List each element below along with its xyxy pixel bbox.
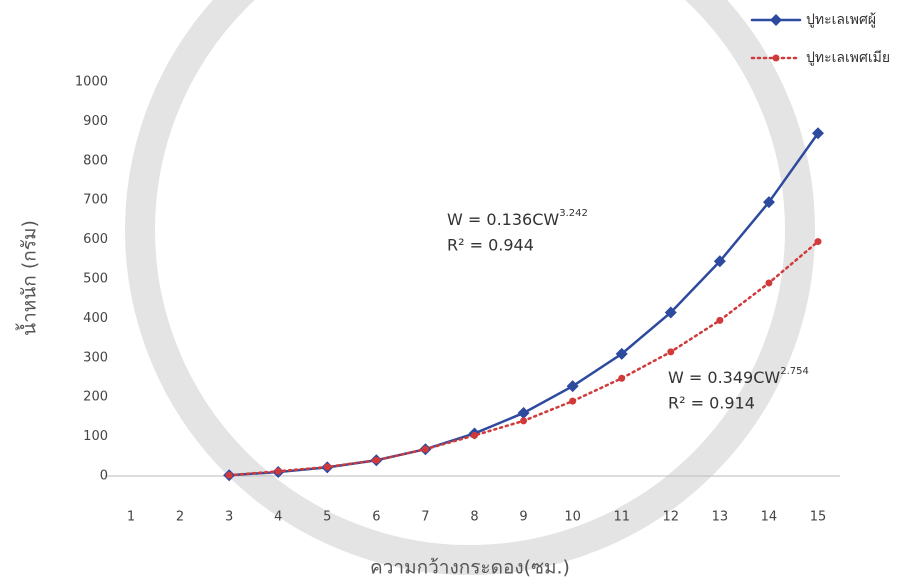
y-tick-label: 400 — [83, 311, 108, 326]
equation-exponent: 2.754 — [780, 366, 809, 377]
point — [323, 463, 331, 471]
y-tick-label: 0 — [100, 469, 108, 484]
point — [225, 471, 233, 479]
y-tick-label: 500 — [83, 272, 108, 287]
x-tick-label: 4 — [274, 510, 282, 525]
y-tick-label: 300 — [83, 350, 108, 365]
y-tick-label: 700 — [83, 193, 108, 208]
point — [517, 406, 530, 419]
point — [664, 306, 677, 319]
point — [372, 456, 380, 464]
point — [765, 279, 773, 287]
legend-marker — [772, 54, 780, 62]
point — [520, 417, 528, 425]
legend-label: ปูทะเลเพศผู้ — [806, 12, 876, 28]
point — [274, 467, 282, 475]
x-tick-label: 9 — [519, 510, 527, 525]
r-squared: R² = 0.944 — [447, 236, 534, 255]
y-tick-label: 800 — [83, 153, 108, 168]
x-tick-label: 2 — [176, 510, 184, 525]
y-tick-label: 1000 — [75, 75, 108, 90]
x-tick-label: 6 — [372, 510, 380, 525]
y-tick-label: 200 — [83, 390, 108, 405]
equation-text: W = 0.349CW — [668, 368, 780, 387]
equation: W = 0.349CW2.754 — [668, 366, 809, 387]
y-tick-label: 100 — [83, 429, 108, 444]
point — [566, 380, 579, 393]
legend-label: ปูทะเลเพศเมีย — [806, 50, 890, 66]
point — [812, 127, 824, 140]
r-squared: R² = 0.914 — [668, 394, 755, 413]
point — [667, 348, 675, 356]
x-tick-label: 11 — [613, 510, 630, 525]
point — [762, 196, 775, 209]
x-tick-label: 13 — [712, 510, 729, 525]
x-tick-label: 14 — [761, 510, 778, 525]
point — [569, 397, 577, 405]
point — [814, 238, 822, 246]
point — [615, 347, 628, 360]
equation-text: W = 0.136CW — [447, 210, 559, 229]
y-axis-title: น้ำหนัก (กรัม) — [16, 220, 41, 336]
x-tick-label: 15 — [810, 510, 827, 525]
point — [421, 445, 429, 453]
x-tick-label: 12 — [663, 510, 680, 525]
x-tick-label: 8 — [470, 510, 478, 525]
x-tick-label: 5 — [323, 510, 331, 525]
x-tick-label: 1 — [127, 510, 135, 525]
x-tick-label: 10 — [564, 510, 581, 525]
equation-exponent: 3.242 — [559, 208, 588, 219]
y-tick-label: 900 — [83, 114, 108, 129]
x-tick-label: 3 — [225, 510, 233, 525]
legend-marker — [770, 14, 782, 26]
point — [471, 431, 478, 439]
point — [716, 316, 724, 324]
point — [713, 255, 726, 268]
watermark — [125, 0, 815, 575]
y-tick-label: 600 — [83, 232, 108, 247]
x-tick-label: 7 — [421, 510, 429, 525]
equation: W = 0.136CW3.242 — [447, 208, 588, 229]
x-axis-title: ความกว้างกระดอง(ซม.) — [370, 557, 570, 579]
point — [618, 374, 626, 382]
